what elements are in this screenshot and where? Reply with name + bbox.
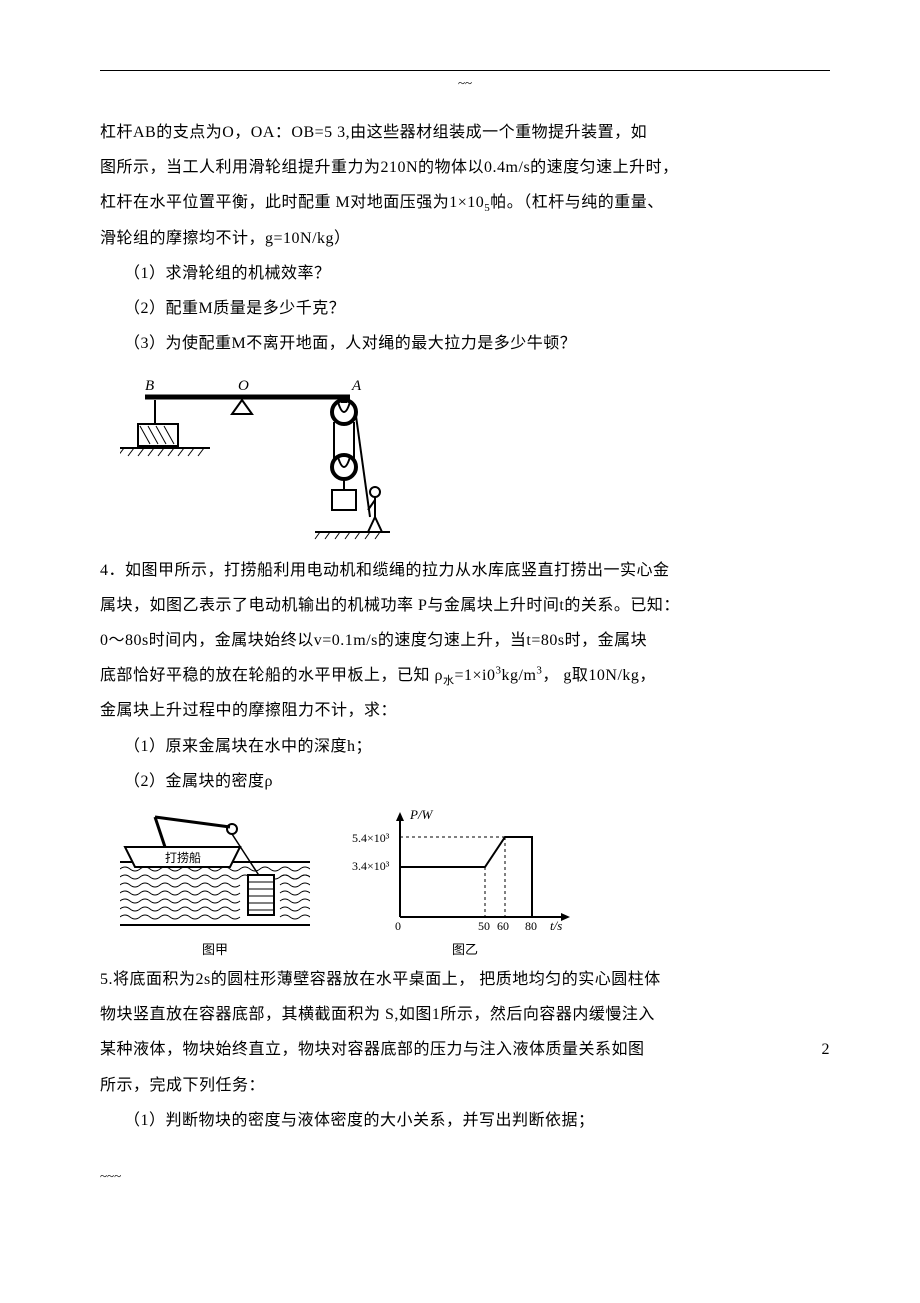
q3-diagram: B O A: [120, 372, 830, 547]
q4-diagrams: 打捞船 图甲: [120, 807, 830, 958]
header-tilde: ~~: [100, 75, 830, 91]
q5-line3: 2 某种液体，物块始终直立，物块对容器底部的压力与注入液体质量关系如图: [100, 1032, 830, 1067]
q3-sub1: （1）求滑轮组的机械效率？: [100, 256, 830, 291]
q3-sub3: （3）为使配重M不离开地面，人对绳的最大拉力是多少牛顿？: [100, 326, 830, 361]
q4-line1: 4．如图甲所示，打捞船利用电动机和缆绳的拉力从水库底竖直打捞出一实心金: [100, 553, 830, 588]
q4-diagram-left: 打捞船 图甲: [120, 807, 310, 958]
q4-diagram-right: P/W 5.4×10³ 3.4×10³ 0 50 60 80 t/s 图乙: [350, 807, 580, 958]
q4-xlabel: t/s: [550, 918, 562, 933]
top-rule: [100, 70, 830, 71]
q4-ytick1: 5.4×10³: [352, 831, 390, 845]
q5-line3-text: 某种液体，物块始终直立，物块对容器底部的压力与注入液体质量关系如图: [100, 1041, 645, 1058]
q3-diagram-svg: B O A: [120, 372, 400, 542]
q4-x-origin: 0: [395, 919, 401, 933]
q4-line4c: kg/m: [502, 667, 537, 684]
q3-sub2: （2）配重M质量是多少千克？: [100, 291, 830, 326]
q3-line2: 图所示，当工人利用滑轮组提升重力为210N的物体以0.4m/s的速度匀速上升时，: [100, 150, 830, 185]
q4-caption-left: 图甲: [202, 939, 228, 958]
q4-xtick1: 50: [478, 919, 490, 933]
q4-line4: 底部恰好平稳的放在轮船的水平甲板上，已知 ρ水=1×i03kg/m3， g取10…: [100, 658, 830, 693]
page-container: ~~ 杠杆AB的支点为O，OA：OB=5 3,由这些器材组装成一个重物提升装置，…: [0, 0, 920, 1224]
q4-caption-right: 图乙: [452, 939, 478, 958]
q4-ship-label: 打捞船: [165, 851, 201, 865]
q4-line4d: ， g取10N/kg，: [542, 667, 656, 684]
q4-diagram-left-svg: 打捞船: [120, 807, 310, 937]
q4-line5: 金属块上升过程中的摩擦阻力不计，求：: [100, 693, 830, 728]
q4-line4-sub1: 水: [443, 675, 455, 687]
q3-line1: 杠杆AB的支点为O，OA：OB=5 3,由这些器材组装成一个重物提升装置，如: [100, 115, 830, 150]
q4-line2: 属块，如图乙表示了电动机输出的机械功率 P与金属块上升时间t的关系。已知：: [100, 588, 830, 623]
q5-line2: 物块竖直放在容器底部，其横截面积为 S,如图1所示，然后向容器内缓慢注入: [100, 997, 830, 1032]
q4-ytick2: 3.4×10³: [352, 859, 390, 873]
q4-sub2: （2）金属块的密度ρ: [100, 764, 830, 799]
q5-sub1: （1）判断物块的密度与液体密度的大小关系，并写出判断依据；: [100, 1103, 830, 1138]
q3-line4: 滑轮组的摩擦均不计，g=10N/kg）: [100, 221, 830, 256]
q4-ylabel: P/W: [409, 807, 434, 822]
q4-line4a: 底部恰好平稳的放在轮船的水平甲板上，已知 ρ: [100, 667, 443, 684]
q4-sub1: （1）原来金属块在水中的深度h；: [100, 729, 830, 764]
q4-line4b: =1×i0: [455, 667, 496, 684]
q5-line1: 5.将底面积为2s的圆柱形薄壁容器放在水平桌面上， 把质地均匀的实心圆柱体: [100, 962, 830, 997]
q3-line3b: 帕。（杠杆与纯的重量、: [490, 194, 664, 211]
q4-diagram-right-svg: P/W 5.4×10³ 3.4×10³ 0 50 60 80 t/s: [350, 807, 580, 937]
q3-label-b: B: [145, 378, 154, 394]
q5-line4: 所示，完成下列任务：: [100, 1068, 830, 1103]
q4-line3: 0～80s时间内，金属块始终以v=0.1m/s的速度匀速上升，当t=80s时，金…: [100, 623, 830, 658]
q5-float-number: 2: [822, 1032, 831, 1067]
q3-label-o: O: [238, 378, 249, 394]
q3-line3a: 杠杆在水平位置平衡，此时配重 M对地面压强为1×10: [100, 194, 484, 211]
q4-xtick3: 80: [525, 919, 537, 933]
q3-label-a: A: [351, 378, 362, 394]
q3-line3: 杠杆在水平位置平衡，此时配重 M对地面压强为1×105帕。（杠杆与纯的重量、: [100, 185, 830, 220]
footer-tilde: ~~~: [100, 1168, 830, 1184]
q4-xtick2: 60: [497, 919, 509, 933]
